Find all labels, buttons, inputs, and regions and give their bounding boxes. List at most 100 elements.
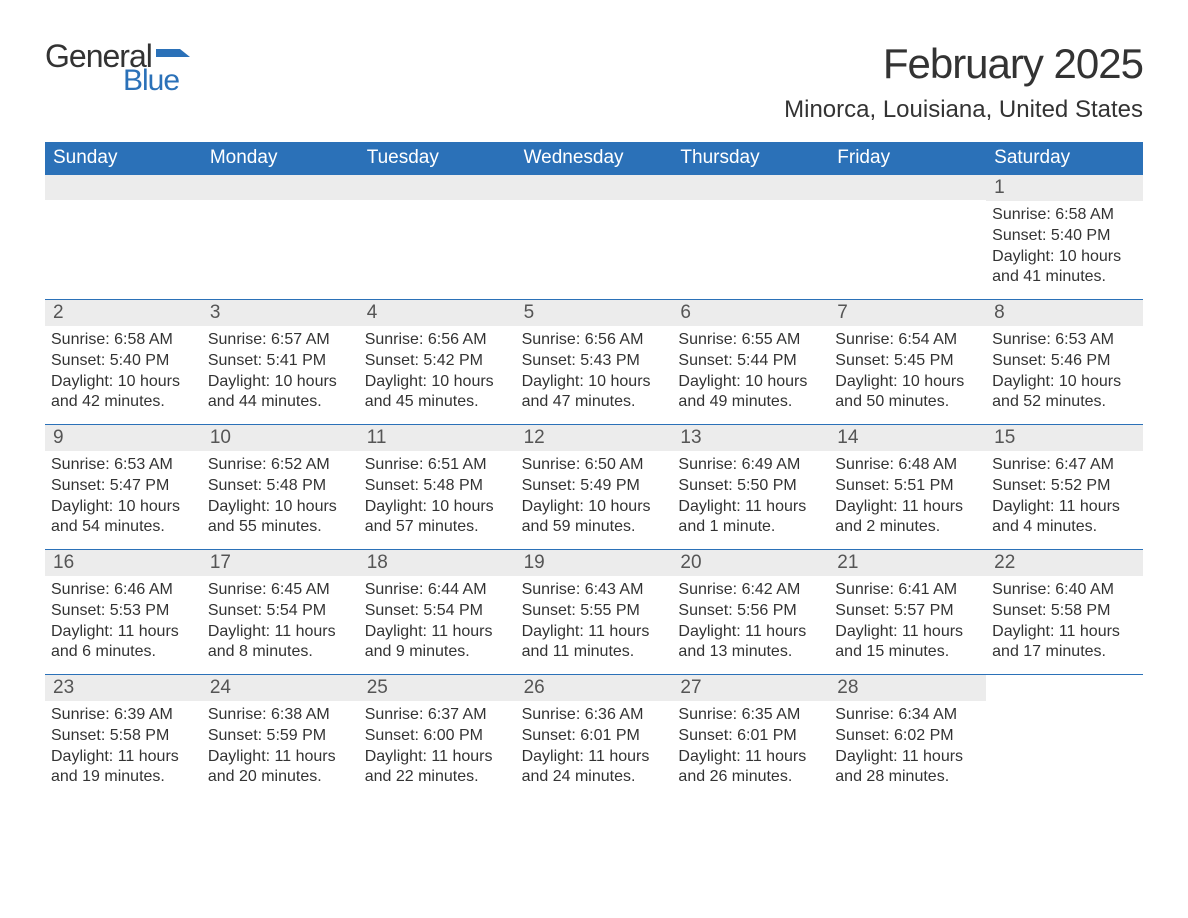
day-sunrise: Sunrise: 6:51 AM <box>365 455 510 476</box>
day-daylight: Daylight: 11 hours and 8 minutes. <box>208 622 353 664</box>
day-daylight: Daylight: 11 hours and 15 minutes. <box>835 622 980 664</box>
day-sunrise: Sunrise: 6:40 AM <box>992 580 1137 601</box>
day-daylight: Daylight: 10 hours and 49 minutes. <box>678 372 823 414</box>
weekday-header: Tuesday <box>359 142 516 175</box>
day-number-bar: 1 <box>986 175 1143 201</box>
day-sunset: Sunset: 5:54 PM <box>365 601 510 622</box>
empty-day-cell <box>359 175 516 299</box>
day-number-bar: 19 <box>516 550 673 576</box>
day-number-bar: 13 <box>672 425 829 451</box>
day-cell: 28Sunrise: 6:34 AMSunset: 6:02 PMDayligh… <box>829 675 986 799</box>
day-daylight: Daylight: 11 hours and 13 minutes. <box>678 622 823 664</box>
weekday-header: Sunday <box>45 142 202 175</box>
day-number: 23 <box>53 677 74 698</box>
empty-day-bar <box>359 175 516 200</box>
day-number: 19 <box>524 552 545 573</box>
day-number: 11 <box>367 427 387 448</box>
day-sunset: Sunset: 5:59 PM <box>208 726 353 747</box>
day-sunrise: Sunrise: 6:43 AM <box>522 580 667 601</box>
day-sunrise: Sunrise: 6:58 AM <box>992 205 1137 226</box>
day-number: 7 <box>837 302 848 323</box>
day-sunrise: Sunrise: 6:57 AM <box>208 330 353 351</box>
day-number-bar: 6 <box>672 300 829 326</box>
day-sunrise: Sunrise: 6:47 AM <box>992 455 1137 476</box>
day-daylight: Daylight: 10 hours and 55 minutes. <box>208 497 353 539</box>
day-sunrise: Sunrise: 6:54 AM <box>835 330 980 351</box>
day-sunset: Sunset: 5:52 PM <box>992 476 1137 497</box>
weekday-header: Thursday <box>672 142 829 175</box>
day-daylight: Daylight: 10 hours and 44 minutes. <box>208 372 353 414</box>
day-number-bar: 12 <box>516 425 673 451</box>
day-number-bar: 5 <box>516 300 673 326</box>
empty-day-cell <box>45 175 202 299</box>
day-daylight: Daylight: 10 hours and 41 minutes. <box>992 247 1137 289</box>
day-number: 1 <box>994 177 1005 198</box>
day-sunrise: Sunrise: 6:58 AM <box>51 330 196 351</box>
day-sunset: Sunset: 5:40 PM <box>992 226 1137 247</box>
day-sunset: Sunset: 6:00 PM <box>365 726 510 747</box>
day-daylight: Daylight: 10 hours and 45 minutes. <box>365 372 510 414</box>
day-sunset: Sunset: 5:58 PM <box>51 726 196 747</box>
day-number: 27 <box>680 677 701 698</box>
day-cell: 15 Sunrise: 6:47 AMSunset: 5:52 PMDayligh… <box>986 425 1143 549</box>
day-daylight: Daylight: 11 hours and 17 minutes. <box>992 622 1137 664</box>
day-number-bar: 4 <box>359 300 516 326</box>
day-number: 9 <box>53 427 64 448</box>
day-number: 12 <box>524 427 545 448</box>
day-number-bar: 20 <box>672 550 829 576</box>
day-number-bar: 18 <box>359 550 516 576</box>
empty-day-bar <box>45 175 202 200</box>
day-number: 15 <box>994 427 1015 448</box>
day-number: 21 <box>837 552 858 573</box>
day-number-bar: 24 <box>202 675 359 701</box>
day-number-bar: 14 <box>829 425 986 451</box>
day-cell: 6Sunrise: 6:55 AMSunset: 5:44 PMDaylight… <box>672 300 829 424</box>
day-daylight: Daylight: 11 hours and 1 minute. <box>678 497 823 539</box>
day-number: 14 <box>837 427 858 448</box>
day-sunrise: Sunrise: 6:42 AM <box>678 580 823 601</box>
day-sunrise: Sunrise: 6:38 AM <box>208 705 353 726</box>
day-number-bar: 28 <box>829 675 986 701</box>
day-number-bar: 7 <box>829 300 986 326</box>
day-sunset: Sunset: 5:55 PM <box>522 601 667 622</box>
week-row: 2Sunrise: 6:58 AMSunset: 5:40 PMDaylight… <box>45 299 1143 424</box>
day-sunrise: Sunrise: 6:52 AM <box>208 455 353 476</box>
day-number: 5 <box>524 302 535 323</box>
day-sunset: Sunset: 5:45 PM <box>835 351 980 372</box>
day-sunrise: Sunrise: 6:34 AM <box>835 705 980 726</box>
day-sunrise: Sunrise: 6:45 AM <box>208 580 353 601</box>
empty-day-bar <box>202 175 359 200</box>
day-sunrise: Sunrise: 6:39 AM <box>51 705 196 726</box>
weekday-header-row: SundayMondayTuesdayWednesdayThursdayFrid… <box>45 142 1143 175</box>
day-sunset: Sunset: 5:48 PM <box>365 476 510 497</box>
day-cell: 1 Sunrise: 6:58 AMSunset: 5:40 PMDaylight… <box>986 175 1143 299</box>
day-cell: 18Sunrise: 6:44 AMSunset: 5:54 PMDayligh… <box>359 550 516 674</box>
day-daylight: Daylight: 11 hours and 6 minutes. <box>51 622 196 664</box>
day-cell: 17Sunrise: 6:45 AMSunset: 5:54 PMDayligh… <box>202 550 359 674</box>
day-sunset: Sunset: 5:53 PM <box>51 601 196 622</box>
day-sunset: Sunset: 6:01 PM <box>522 726 667 747</box>
day-sunset: Sunset: 5:50 PM <box>678 476 823 497</box>
day-cell: 3Sunrise: 6:57 AMSunset: 5:41 PMDaylight… <box>202 300 359 424</box>
header: General Blue February 2025 Minorca, Loui… <box>45 40 1143 124</box>
day-daylight: Daylight: 11 hours and 4 minutes. <box>992 497 1137 539</box>
day-cell: 13Sunrise: 6:49 AMSunset: 5:50 PMDayligh… <box>672 425 829 549</box>
day-number-bar: 2 <box>45 300 202 326</box>
day-number-bar: 22 <box>986 550 1143 576</box>
day-number: 10 <box>210 427 231 448</box>
logo-text-blue: Blue <box>123 66 190 96</box>
day-sunset: Sunset: 5:46 PM <box>992 351 1137 372</box>
empty-day-cell <box>516 175 673 299</box>
day-sunset: Sunset: 5:49 PM <box>522 476 667 497</box>
day-number-bar: 10 <box>202 425 359 451</box>
week-row: 16Sunrise: 6:46 AMSunset: 5:53 PMDayligh… <box>45 549 1143 674</box>
day-number-bar: 11 <box>359 425 516 451</box>
day-daylight: Daylight: 10 hours and 47 minutes. <box>522 372 667 414</box>
day-cell: 24Sunrise: 6:38 AMSunset: 5:59 PMDayligh… <box>202 675 359 799</box>
day-cell: 12Sunrise: 6:50 AMSunset: 5:49 PMDayligh… <box>516 425 673 549</box>
week-row: 1 Sunrise: 6:58 AMSunset: 5:40 PMDaylight… <box>45 175 1143 299</box>
day-cell: 27Sunrise: 6:35 AMSunset: 6:01 PMDayligh… <box>672 675 829 799</box>
day-cell: 20Sunrise: 6:42 AMSunset: 5:56 PMDayligh… <box>672 550 829 674</box>
day-number: 8 <box>994 302 1005 323</box>
day-cell: 8Sunrise: 6:53 AMSunset: 5:46 PMDaylight… <box>986 300 1143 424</box>
